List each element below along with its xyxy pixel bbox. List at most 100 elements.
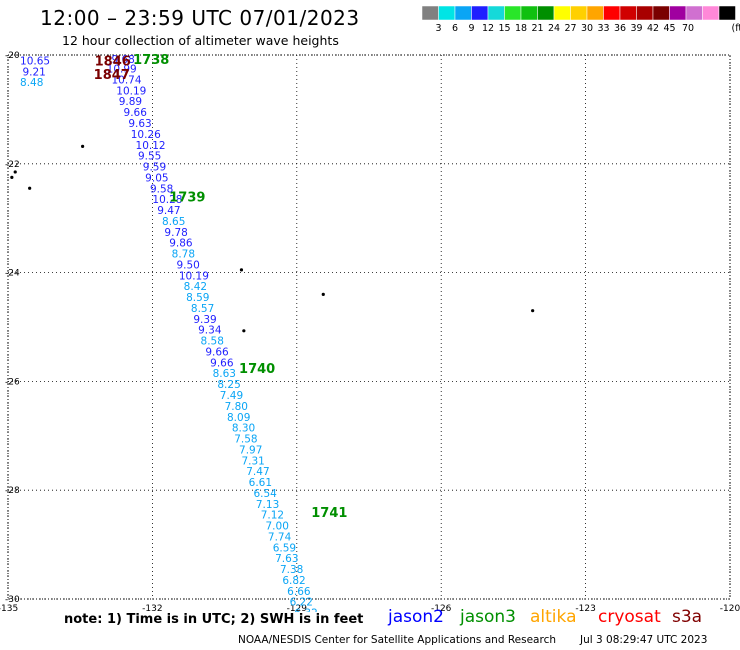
wave-height-value: 7.97 [239, 444, 262, 456]
wave-height-value: 10.12 [136, 140, 166, 152]
wave-height-value: 8.48 [20, 77, 43, 89]
legend-label: 33 [597, 23, 609, 34]
wave-height-value: 7.58 [234, 434, 257, 446]
satellite-jason2: jason2 [388, 607, 444, 627]
legend-label: 3 [435, 23, 441, 34]
lat-tick-label: -22 [5, 160, 20, 170]
wave-height-value: 8.25 [217, 379, 240, 391]
wave-height-value: 6.66 [287, 586, 311, 598]
lon-tick-label: -123 [575, 604, 595, 612]
island-marker [531, 309, 535, 313]
island-marker [13, 170, 17, 174]
wave-height-value: 6.22 [290, 597, 313, 609]
satellite-altika: altika [530, 607, 577, 627]
lon-tick-label: -126 [431, 604, 452, 612]
wave-height-value: 10.19 [116, 85, 146, 97]
credit-text: NOAA/NESDIS Center for Satellite Applica… [238, 634, 556, 646]
wave-height-value: 7.63 [275, 553, 298, 565]
wave-height-value: 7.00 [266, 521, 289, 533]
footer-note: note: 1) Time is in UTC; 2) SWH is in fe… [64, 612, 364, 627]
legend-label: 6 [452, 23, 458, 34]
legend-label: 27 [564, 23, 576, 34]
wave-height-value: 7.80 [225, 401, 248, 413]
satellite-jason3: jason3 [460, 607, 516, 627]
legend-label: 21 [531, 23, 543, 34]
wave-height-value: 9.66 [205, 346, 229, 358]
wave-height-value: 9.86 [169, 238, 193, 250]
lon-tick-label: -132 [142, 604, 162, 612]
wave-height-value: 7.38 [280, 564, 303, 576]
legend-label: 39 [630, 23, 642, 34]
wave-height-value: 6.59 [273, 542, 296, 554]
wave-height-value: 7.13 [256, 499, 279, 511]
wave-height-value: 10.28 [152, 194, 182, 206]
island-marker [81, 144, 85, 148]
generated-timestamp: Jul 3 08:29:47 UTC 2023 [580, 634, 708, 646]
island-marker [10, 175, 14, 179]
pass-time-label: 1741 [311, 506, 347, 521]
wave-height-value: 8.09 [227, 412, 250, 424]
wave-height-value: 9.66 [210, 357, 234, 369]
satellite-cryosat: cryosat [598, 607, 661, 627]
wave-height-value: 10.26 [131, 129, 161, 141]
wave-height-map: -135 -132 -129 -126 -123 -120 -20 -22 -24 -26 -28 -… [0, 51, 740, 612]
wave-height-value: 9.39 [193, 314, 216, 326]
legend-units: (ft) [732, 23, 740, 34]
legend-label: 30 [581, 23, 593, 34]
wave-height-value: 7.49 [220, 390, 243, 402]
wave-height-value: 9.05 [145, 172, 168, 184]
lat-tick-label: -28 [5, 486, 20, 496]
satellite-s3a: s3a [672, 607, 703, 627]
pass-time-label: 1847 [94, 68, 130, 83]
wave-height-value: 9.68 [111, 54, 134, 66]
page-subtitle: 12 hour collection of altimeter wave hei… [62, 33, 339, 48]
wave-height-value: 9.59 [143, 162, 166, 174]
wave-height-value: 9.34 [198, 325, 222, 337]
wave-height-value: 10.19 [179, 270, 209, 282]
wave-height-value: 9.47 [157, 205, 180, 217]
wave-height-value: 6.32 [294, 608, 317, 612]
wave-height-value: 9.66 [124, 107, 148, 119]
wave-height-value: 10.74 [111, 74, 141, 86]
lat-tick-label: -24 [5, 269, 20, 279]
wave-height-value: 9.78 [164, 227, 187, 239]
pass-time-label: 1846 [95, 54, 131, 69]
wave-height-value: 6.61 [249, 477, 272, 489]
wave-height-value: 9.58 [150, 183, 173, 195]
lat-tick-label: -20 [5, 51, 20, 61]
legend-label: 12 [482, 23, 494, 34]
wave-height-value: 9.63 [128, 118, 151, 130]
legend-label: 42 [647, 23, 659, 34]
legend-label: 9 [468, 23, 474, 34]
pass-time-label: 1740 [239, 362, 275, 377]
page-title: 12:00 – 23:59 UTC 07/01/2023 [40, 6, 360, 30]
wave-height-value: 10.99 [107, 64, 137, 76]
lon-tick-label: -120 [720, 604, 740, 612]
island-marker [321, 292, 325, 296]
legend-label: 18 [515, 23, 527, 34]
wave-height-value: 8.65 [162, 216, 185, 228]
lat-tick-label: -30 [5, 595, 20, 605]
pass-time-label: 1738 [133, 53, 169, 68]
legend-label: 24 [548, 23, 560, 34]
wave-height-value: 8.30 [232, 423, 255, 435]
wave-height-value: 8.63 [213, 368, 236, 380]
wave-height-value: 9.55 [138, 151, 161, 163]
wave-height-value: 6.54 [253, 488, 277, 500]
map-frame [7, 54, 731, 600]
wave-height-value: 7.74 [268, 531, 292, 543]
island-marker [28, 186, 32, 190]
wave-height-value: 7.31 [241, 455, 264, 467]
legend-label: 70 [682, 23, 694, 34]
wave-height-value: 9.89 [119, 96, 142, 108]
wave-height-value: 8.42 [184, 281, 207, 293]
lon-tick-label: -135 [0, 604, 18, 612]
lon-tick-label: -129 [287, 604, 308, 612]
wave-height-value: 9.50 [176, 259, 199, 271]
wave-height-value: 9.21 [22, 66, 45, 78]
legend-label: 15 [498, 23, 510, 34]
wave-height-value: 7.47 [246, 466, 269, 478]
wave-height-value: 10.65 [20, 55, 50, 67]
island-marker [242, 329, 246, 333]
